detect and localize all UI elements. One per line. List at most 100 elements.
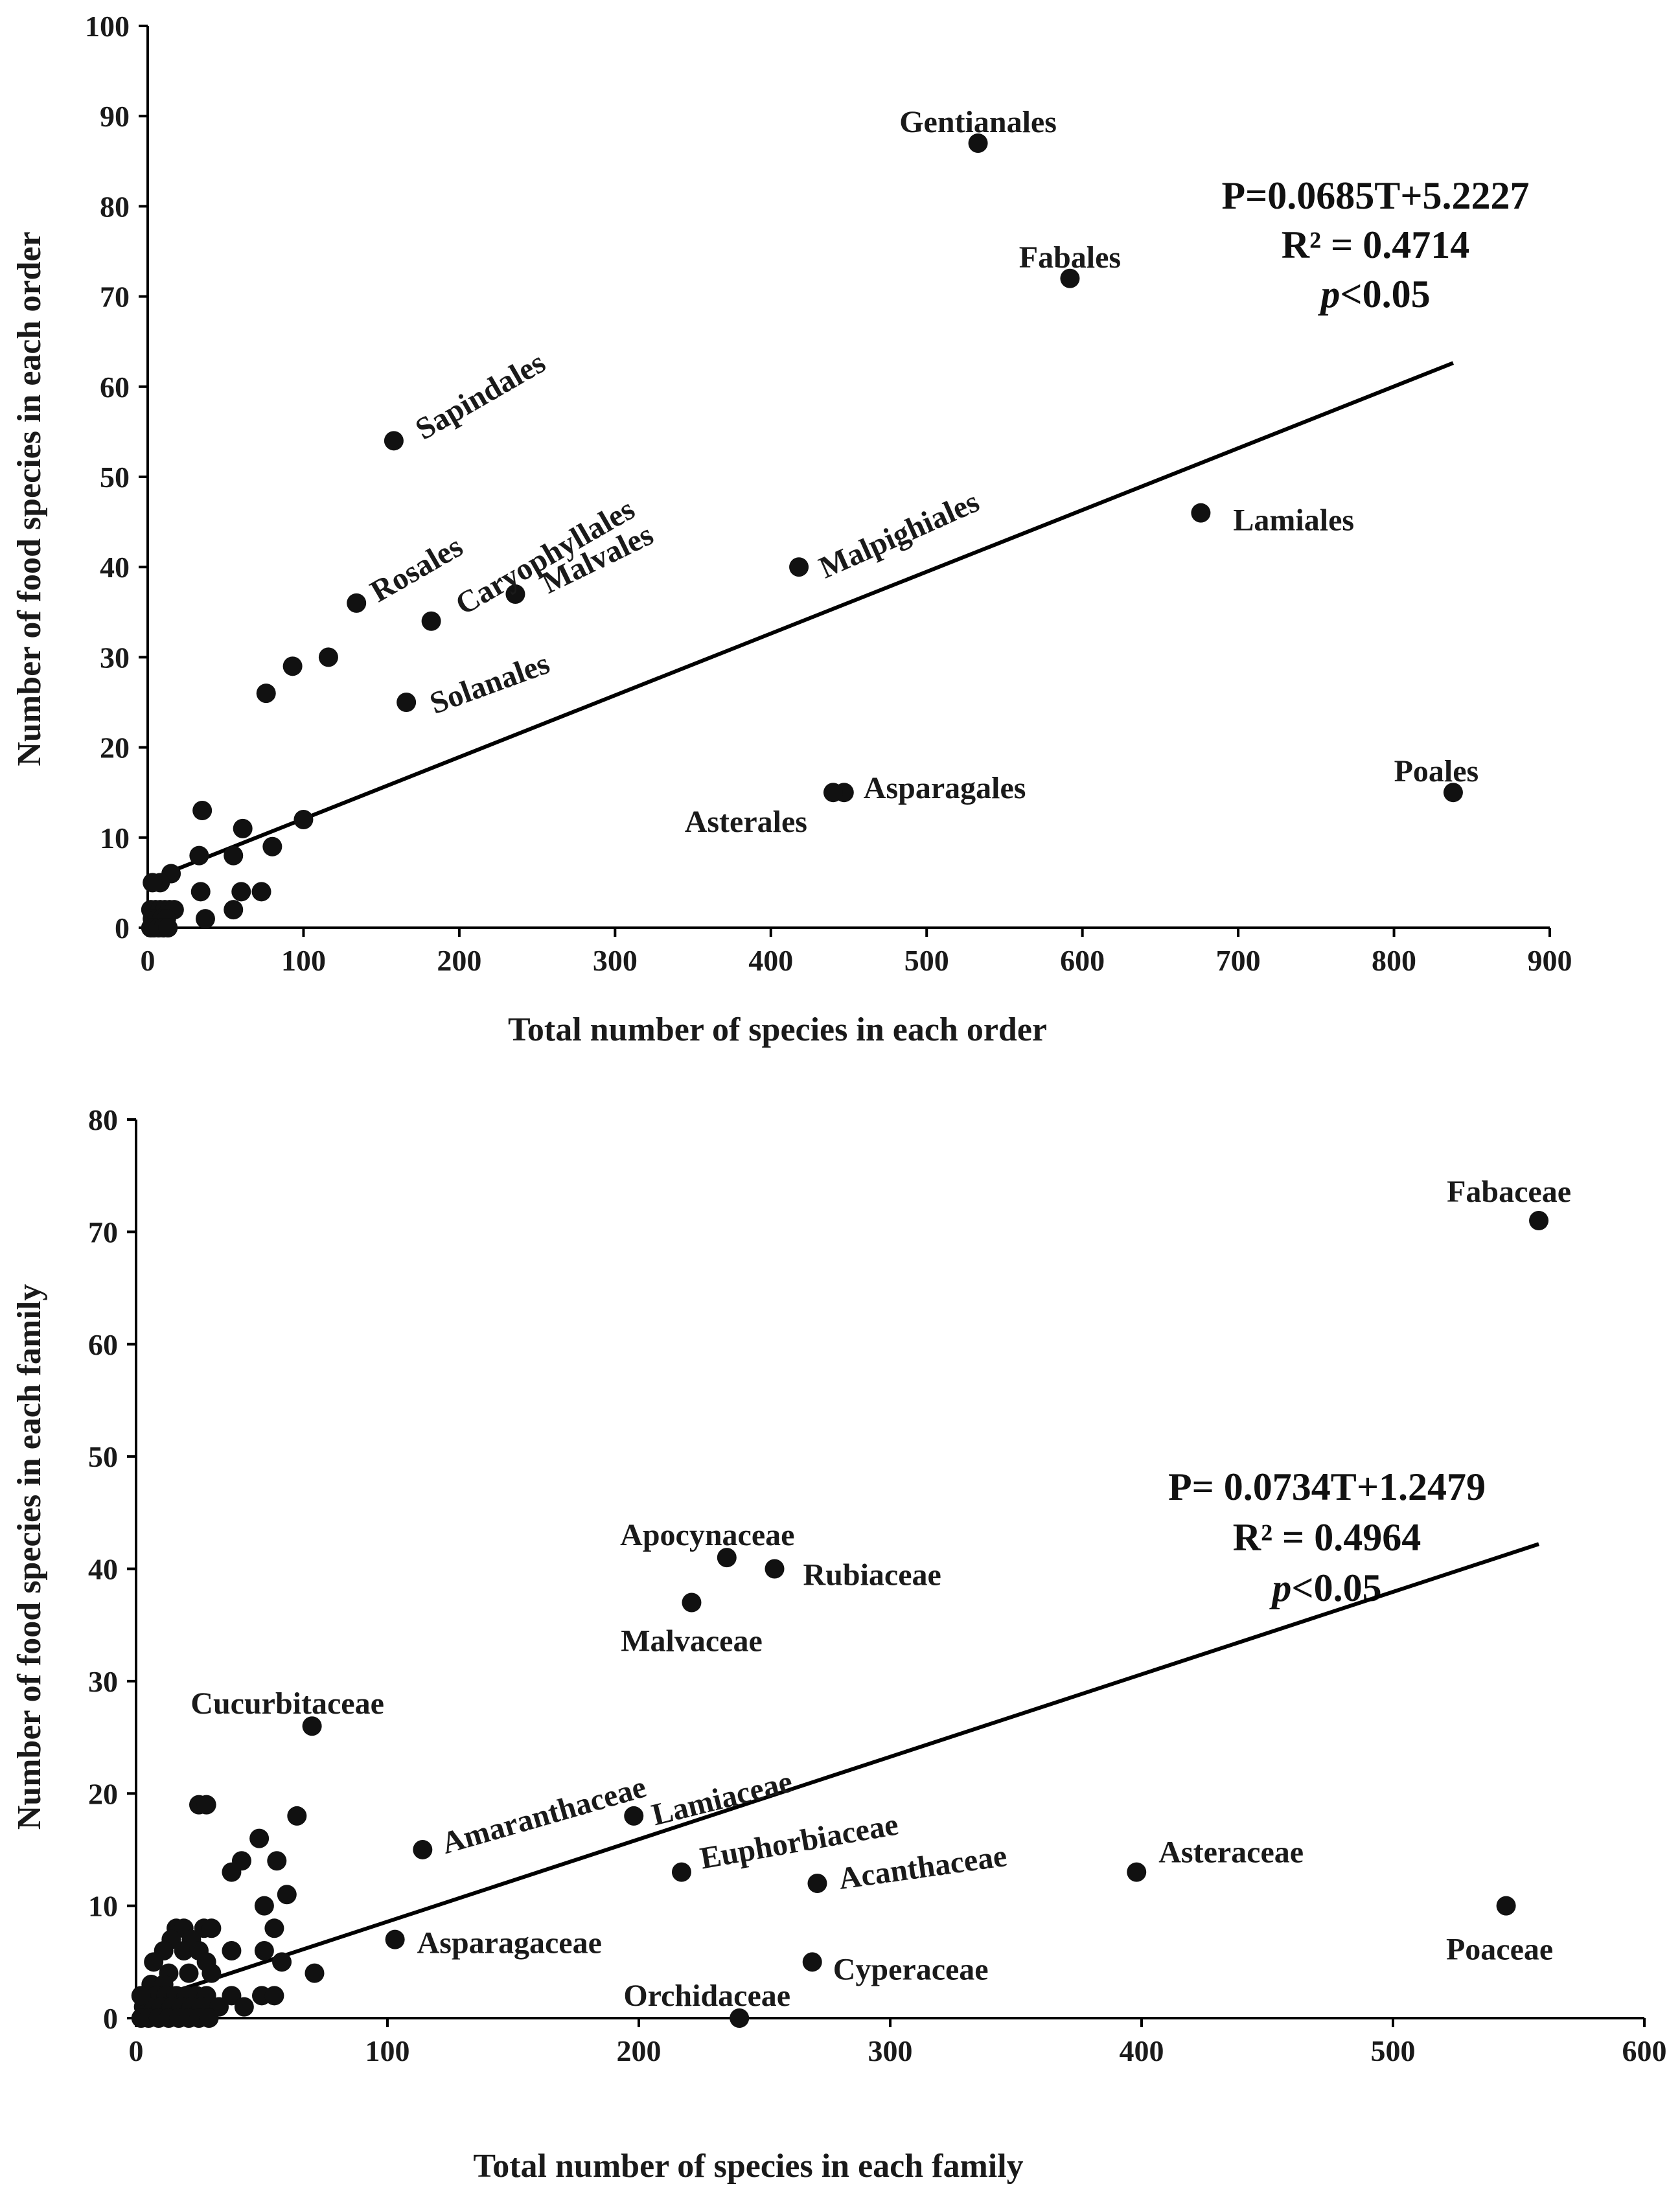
family-data-point	[144, 1952, 164, 1972]
family-label-lamiaceae: Lamiaceae	[649, 1764, 796, 1832]
order-y-tick-label: 60	[100, 371, 130, 404]
order-equation-line2: R² = 0.4714	[1282, 224, 1470, 266]
order-point-solanales	[397, 693, 417, 712]
family-data-point	[272, 1952, 292, 1972]
family-label-cyperaceae: Cyperaceae	[833, 1952, 989, 1986]
order-data-point	[282, 656, 303, 676]
family-data-point	[234, 1997, 254, 2017]
order-label-solanales: Solanales	[426, 646, 555, 720]
order-x-tick-label: 100	[281, 944, 326, 977]
family-point-euphorbiaceae	[671, 1862, 691, 1882]
family-equation-line2: R² = 0.4964	[1233, 1516, 1421, 1559]
family-y-tick-label: 30	[88, 1665, 118, 1698]
family-y-tick-label: 10	[88, 1890, 118, 1923]
order-data-point	[231, 882, 251, 902]
order-y-tick-label: 10	[100, 822, 130, 855]
order-point-asterales	[823, 783, 843, 803]
family-x-tick-label: 500	[1371, 2034, 1416, 2067]
order-y-tick-label: 100	[85, 10, 130, 43]
order-data-point	[192, 801, 213, 821]
family-point-cucurbitaceae	[302, 1716, 322, 1736]
order-label-fabales: Fabales	[1019, 240, 1121, 275]
family-label-cucurbitaceae: Cucurbitaceae	[190, 1686, 384, 1721]
family-trend-line	[160, 1542, 1539, 1998]
family-y-tick-label: 50	[88, 1440, 118, 1473]
order-y-tick-label: 70	[100, 281, 130, 314]
family-data-point	[196, 1795, 216, 1815]
family-point-amaranthaceae	[413, 1839, 433, 1859]
order-y-tick-label: 20	[100, 731, 130, 764]
order-data-point	[189, 845, 209, 866]
family-data-point	[222, 1986, 242, 2006]
order-data-point	[195, 909, 215, 929]
family-x-tick-label: 600	[1622, 2034, 1667, 2067]
family-y-tick-label: 60	[88, 1328, 118, 1361]
family-label-fabaceae: Fabaceae	[1447, 1175, 1571, 1209]
order-x-tick-label: 700	[1216, 944, 1261, 977]
order-data-point	[224, 900, 244, 920]
order-x-tick-label: 200	[437, 944, 481, 977]
order-point-rosales	[347, 593, 367, 613]
family-data-point	[277, 1885, 297, 1905]
family-data-point	[254, 1940, 274, 1960]
family-x-tick-label: 400	[1120, 2034, 1164, 2067]
family-point-apocynaceae	[717, 1548, 737, 1568]
family-data-point	[201, 1918, 222, 1938]
family-data-point	[264, 1918, 284, 1938]
order-label-poales: Poales	[1394, 754, 1479, 788]
family-data-point	[287, 1806, 307, 1826]
family-label-poaceae: Poaceae	[1446, 1933, 1553, 1967]
order-y-tick-label: 0	[115, 912, 130, 945]
order-point-malvales	[505, 584, 525, 604]
order-x-tick-label: 300	[593, 944, 638, 977]
family-point-lamiaceae	[624, 1806, 644, 1826]
order-label-lamiales: Lamiales	[1233, 503, 1354, 538]
order-point-fabales	[1060, 268, 1080, 288]
order-label-sapindales: Sapindales	[409, 345, 551, 447]
family-point-orchidaceae	[730, 2008, 750, 2028]
family-scatter-chart: Total number of species in each family N…	[11, 1103, 1667, 2185]
order-data-point	[256, 684, 276, 704]
order-label-asparagales: Asparagales	[864, 771, 1026, 805]
family-equation-line1: P= 0.0734T+1.2479	[1168, 1465, 1486, 1508]
family-point-poaceae	[1496, 1896, 1516, 1916]
family-data-point	[201, 1963, 222, 1983]
family-x-tick-label: 300	[868, 2034, 913, 2067]
order-data-point	[224, 845, 244, 866]
family-y-tick-label: 70	[88, 1215, 118, 1248]
order-trend-line	[162, 361, 1455, 877]
order-y-tick-label: 30	[100, 641, 130, 674]
order-data-point	[158, 918, 178, 937]
order-data-point	[190, 882, 211, 902]
order-label-gentianales: Gentianales	[899, 105, 1057, 139]
family-point-malvaceae	[682, 1592, 702, 1613]
family-x-axis-title: Total number of species in each family	[473, 2148, 1023, 2185]
family-data-point	[249, 1828, 270, 1848]
order-scatter-chart: Total number of species in each order Nu…	[11, 10, 1572, 1048]
order-data-point	[318, 647, 338, 667]
order-data-point	[143, 873, 163, 893]
family-data-point	[305, 1963, 325, 1983]
order-data-point	[251, 882, 271, 902]
family-data-point	[254, 1896, 274, 1916]
order-x-tick-label: 600	[1060, 944, 1105, 977]
family-point-asteraceae	[1127, 1862, 1147, 1882]
order-equation-line1: P=0.0685T+5.2227	[1221, 174, 1529, 217]
order-point-gentianales	[968, 133, 988, 153]
family-x-tick-label: 0	[129, 2034, 144, 2067]
order-point-lamiales	[1191, 503, 1211, 523]
order-label-malpighiales: Malpighiales	[814, 485, 984, 586]
order-y-tick-label: 40	[100, 551, 130, 584]
order-data-point	[293, 809, 314, 829]
family-label-apocynaceae: Apocynaceae	[620, 1518, 794, 1552]
family-y-tick-label: 20	[88, 1777, 118, 1810]
family-label-rubiaceae: Rubiaceae	[803, 1558, 941, 1592]
family-point-cyperaceae	[802, 1952, 822, 1972]
order-y-tick-label: 90	[100, 100, 130, 133]
family-y-tick-label: 40	[88, 1553, 118, 1586]
family-label-malvaceae: Malvaceae	[621, 1624, 763, 1659]
family-data-point	[222, 1862, 242, 1882]
family-label-orchidaceae: Orchidaceae	[623, 1979, 790, 2013]
family-point-fabaceae	[1529, 1211, 1549, 1231]
